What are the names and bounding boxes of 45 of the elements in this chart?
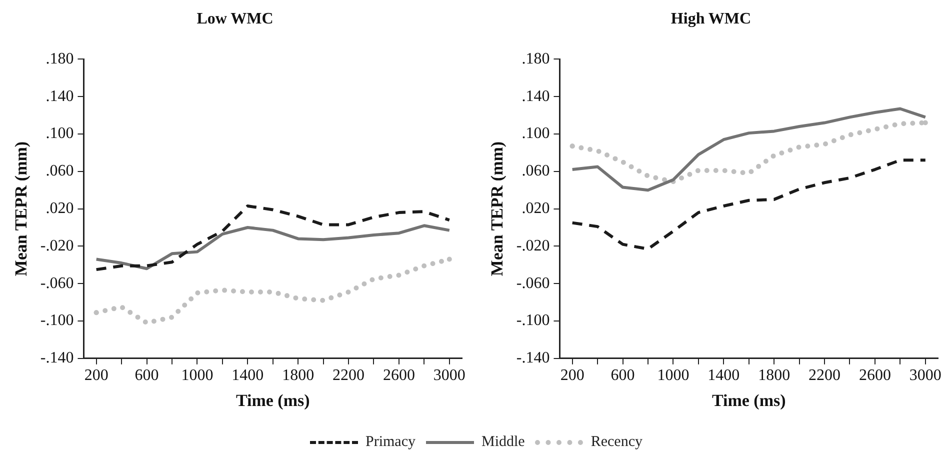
legend-label: Recency bbox=[590, 434, 642, 450]
x-tick-label: 2200 bbox=[332, 367, 365, 384]
y-tick-label: .180 bbox=[522, 50, 550, 68]
y-tick-label: -.140 bbox=[516, 350, 550, 367]
y-tick-label: .140 bbox=[46, 88, 74, 105]
y-tick-label: -.100 bbox=[40, 312, 74, 330]
y-tick-label: -.060 bbox=[40, 274, 74, 292]
y-axis-title: Mean TEPR (mm) bbox=[12, 141, 31, 276]
x-tick-label: 1400 bbox=[708, 367, 740, 384]
y-tick-label: -.020 bbox=[516, 237, 550, 254]
x-tick-label: 1000 bbox=[181, 367, 214, 384]
y-axis-title: Mean TEPR (mm) bbox=[488, 141, 507, 276]
x-tick-label: 2600 bbox=[382, 367, 415, 384]
line-series bbox=[94, 204, 451, 272]
y-tick-label: -.060 bbox=[516, 274, 550, 292]
x-tick-label: 200 bbox=[84, 367, 108, 384]
x-tick-label: 1400 bbox=[232, 367, 264, 384]
y-tick-label: .100 bbox=[522, 125, 550, 142]
x-tick-label: 1000 bbox=[657, 367, 690, 384]
line-series bbox=[570, 158, 927, 251]
y-tick-label: .020 bbox=[522, 200, 550, 218]
x-tick-label: 600 bbox=[610, 367, 635, 384]
y-tick-label: .100 bbox=[46, 125, 74, 142]
x-tick-label: 2200 bbox=[808, 367, 841, 384]
legend-label: Middle bbox=[482, 434, 525, 450]
x-tick-label: 600 bbox=[134, 367, 159, 384]
y-tick-label: .020 bbox=[46, 200, 74, 218]
x-tick-label: 3000 bbox=[433, 367, 466, 384]
chart-title: High WMC bbox=[670, 10, 752, 28]
legend-label: Primacy bbox=[366, 434, 416, 450]
x-tick-label: 1800 bbox=[282, 367, 314, 384]
y-tick-label: .180 bbox=[46, 50, 74, 68]
y-tick-label: -.100 bbox=[516, 312, 550, 330]
x-tick-label: 1800 bbox=[758, 367, 790, 384]
y-tick-label: -.020 bbox=[40, 237, 74, 254]
x-tick-label: 3000 bbox=[909, 367, 942, 384]
x-axis-title: Time (ms) bbox=[712, 391, 786, 410]
y-tick-label: .060 bbox=[522, 162, 550, 180]
y-tick-label: .060 bbox=[46, 162, 74, 180]
chart-title: Low WMC bbox=[196, 10, 274, 28]
x-axis-title: Time (ms) bbox=[236, 391, 310, 410]
y-tick-label: .140 bbox=[522, 88, 550, 105]
x-tick-label: 2600 bbox=[858, 367, 891, 384]
x-tick-label: 200 bbox=[560, 367, 584, 384]
y-tick-label: -.140 bbox=[40, 350, 74, 367]
